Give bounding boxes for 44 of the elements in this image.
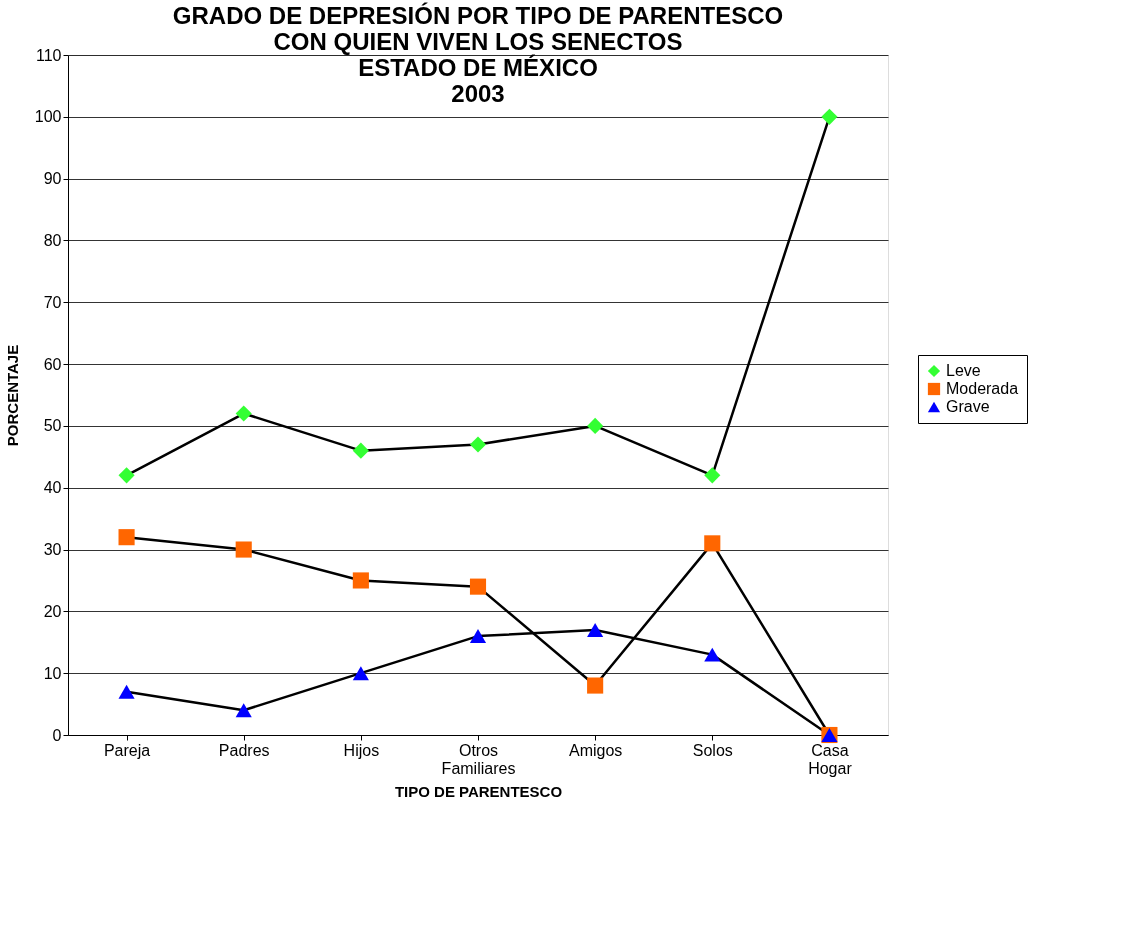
point xyxy=(118,684,135,699)
point xyxy=(469,436,487,453)
x-tick-label: Pareja xyxy=(103,741,151,759)
point xyxy=(587,677,604,694)
point xyxy=(235,541,252,558)
y-tick-label: 60 xyxy=(43,355,62,373)
legend-label: Grave xyxy=(946,398,990,415)
point xyxy=(352,666,369,681)
y-tick-label: 40 xyxy=(43,479,62,497)
point xyxy=(235,405,252,422)
x-axis-title: TIPO DE PARENTESCO xyxy=(394,782,563,800)
y-tick-label: 20 xyxy=(43,602,62,620)
y-axis-title: PORCENTAJE xyxy=(3,344,21,447)
x-tick-label: Casa Hogar xyxy=(808,741,853,777)
point xyxy=(352,442,369,459)
y-tick-label: 100 xyxy=(34,108,62,126)
y-tick-label: 0 xyxy=(52,726,62,744)
y-tick-label: 70 xyxy=(43,293,62,311)
point xyxy=(118,529,135,546)
legend-label: Leve xyxy=(946,362,981,379)
y-tick-label: 10 xyxy=(43,664,62,682)
chart-title: GRADO DE DEPRESIÓN POR TIPO DE PARENTESCO CON QUIEN VIVEN LOS SENECTOS ESTADO DE MÉXICO 2003 xyxy=(172,2,784,107)
point xyxy=(704,467,721,484)
point xyxy=(821,108,838,125)
y-tick-label: 80 xyxy=(43,231,62,249)
point xyxy=(704,647,721,662)
y-tick-label: 30 xyxy=(43,541,62,559)
point xyxy=(235,703,252,718)
legend-label: Moderada xyxy=(946,380,1019,397)
y-tick-label: 110 xyxy=(35,46,62,64)
point xyxy=(352,572,369,589)
x-tick-label: Solos xyxy=(692,741,733,759)
y-tick-label: 90 xyxy=(43,170,62,188)
x-tick-label: Hijos xyxy=(343,741,380,759)
point xyxy=(118,467,135,484)
point xyxy=(469,578,487,595)
point xyxy=(587,417,604,434)
point xyxy=(469,629,487,644)
x-tick-label: Otros Familiares xyxy=(441,741,516,777)
point xyxy=(704,535,721,552)
x-tick-label: Padres xyxy=(218,741,270,759)
point xyxy=(587,622,604,637)
y-tick-label: 50 xyxy=(43,417,62,435)
x-tick-label: Amigos xyxy=(568,741,623,759)
